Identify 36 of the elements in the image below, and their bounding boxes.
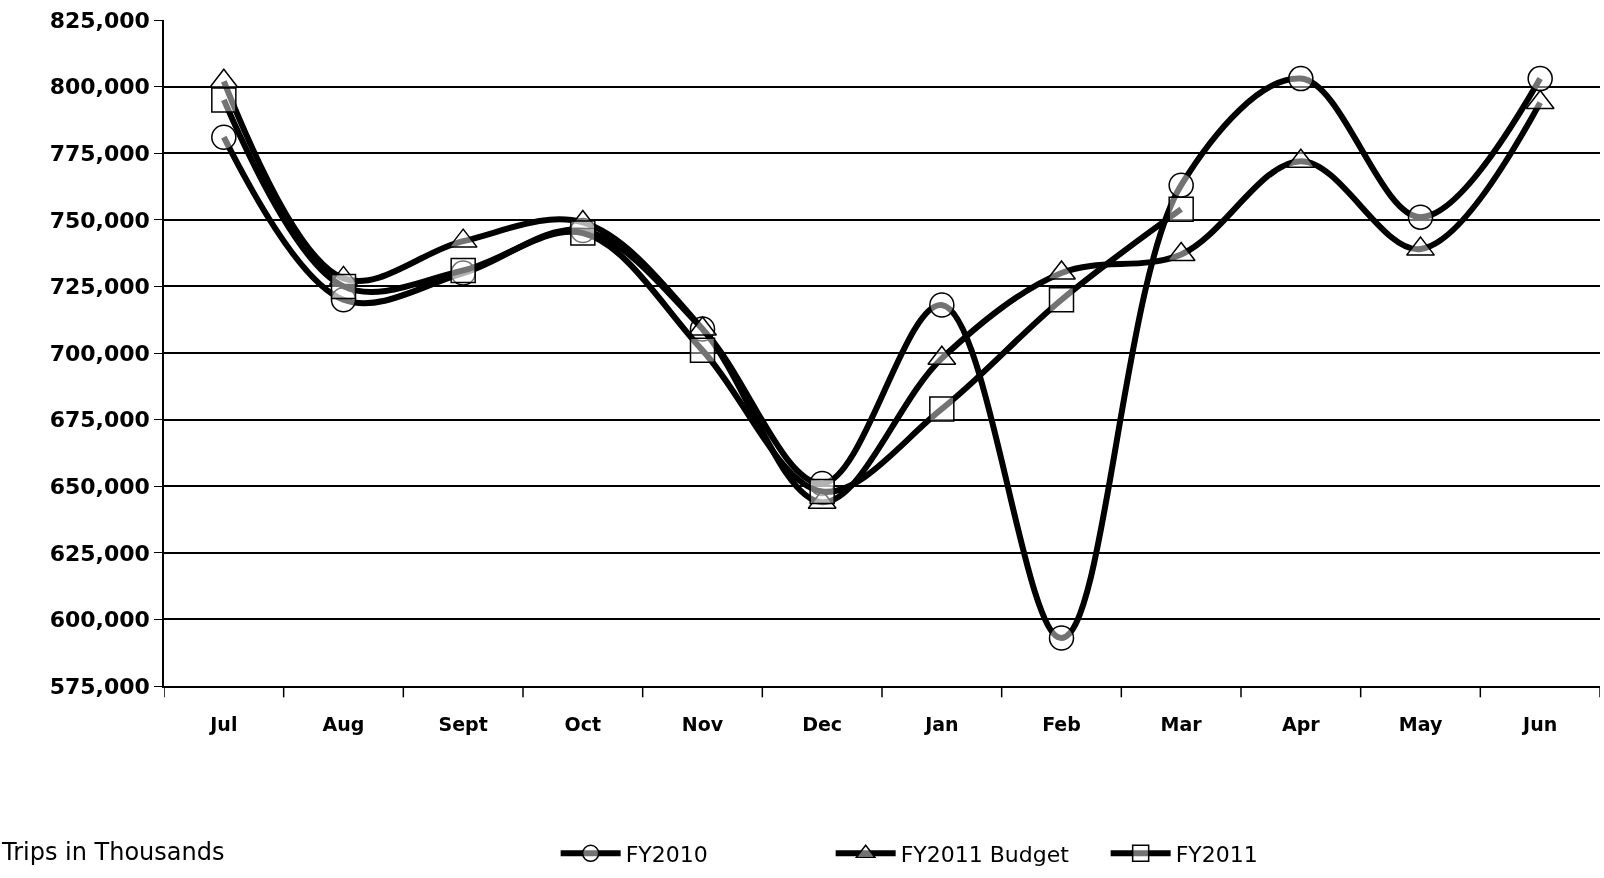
y-tick-label: 750,000 bbox=[49, 207, 150, 233]
x-tick-label: Nov bbox=[681, 712, 724, 735]
x-tick-label: May bbox=[1398, 712, 1443, 735]
x-tick-label: Sept bbox=[438, 712, 488, 735]
y-tick-label: 800,000 bbox=[49, 74, 150, 100]
y-tick-label: 825,000 bbox=[49, 7, 150, 33]
y-tick-label: 675,000 bbox=[49, 407, 150, 433]
y-tick-label: 625,000 bbox=[49, 540, 150, 566]
text: Trips in Thousands bbox=[1, 838, 225, 866]
point bbox=[1288, 65, 1314, 92]
y-tick-label: 700,000 bbox=[49, 340, 150, 366]
y-tick-label: 575,000 bbox=[49, 673, 150, 699]
x-tick-label: Jul bbox=[208, 712, 238, 735]
legend-label: FY2010 bbox=[625, 841, 708, 867]
legend-label: FY2011 Budget bbox=[900, 841, 1070, 867]
point bbox=[1168, 196, 1194, 222]
point bbox=[929, 396, 955, 422]
x-tick-label: Jan bbox=[923, 712, 959, 735]
point bbox=[1048, 286, 1075, 313]
y-tick-label: 600,000 bbox=[49, 607, 150, 633]
x-tick-label: Dec bbox=[802, 712, 843, 735]
legend-label: FY2011 bbox=[1175, 841, 1258, 867]
y-tick-label: 775,000 bbox=[49, 140, 150, 166]
point bbox=[330, 273, 357, 300]
point bbox=[211, 87, 237, 113]
x-tick-label: Oct bbox=[564, 712, 602, 735]
point bbox=[689, 337, 716, 364]
x-tick-label: Aug bbox=[322, 712, 365, 735]
y-tick-label: 725,000 bbox=[49, 274, 150, 300]
point bbox=[1407, 204, 1434, 230]
x-tick-label: Mar bbox=[1160, 712, 1203, 735]
x-tick-label: Feb bbox=[1042, 712, 1081, 735]
y-tick-label: 650,000 bbox=[49, 473, 150, 499]
x-tick-label: Jun bbox=[1521, 712, 1558, 735]
point bbox=[809, 478, 835, 505]
x-tick-label: Apr bbox=[1281, 712, 1321, 735]
